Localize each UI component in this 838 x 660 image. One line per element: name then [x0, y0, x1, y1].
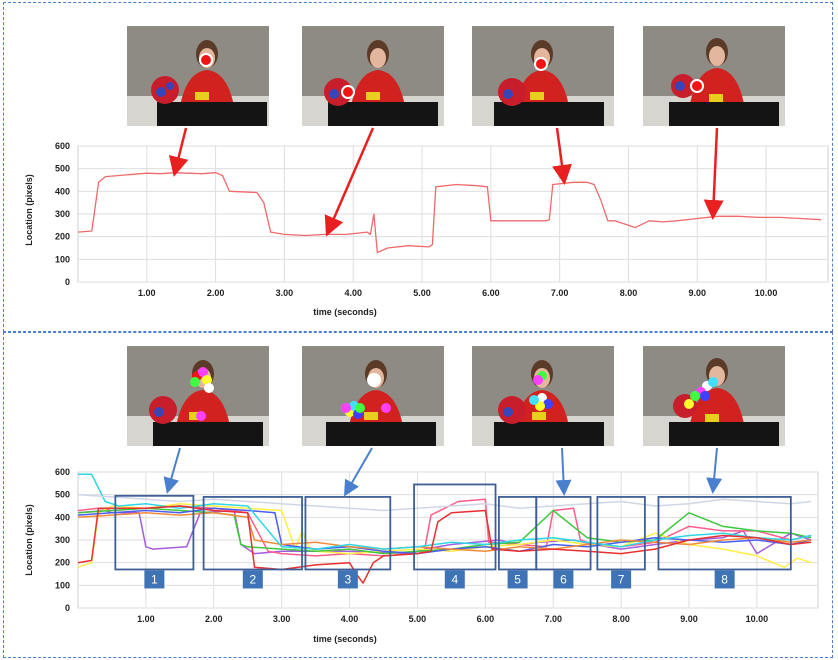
region-label-bg-3 — [337, 570, 358, 589]
video-frame-6 — [302, 346, 444, 446]
x-tick-label: 3.00 — [273, 614, 291, 624]
series-line-9 — [77, 505, 812, 584]
region-label-5: 5 — [514, 572, 521, 586]
x-tick-label: 1.00 — [137, 614, 155, 624]
x-tick-label: 6.00 — [482, 288, 500, 298]
region-label-bg-7 — [611, 570, 632, 589]
x-axis-title: time (seconds) — [313, 307, 377, 317]
video-frame-3 — [472, 26, 614, 126]
region-box-4 — [413, 483, 497, 571]
y-tick-label: 100 — [55, 254, 70, 264]
region-label-bg-6 — [553, 570, 574, 589]
series-line-6 — [77, 512, 812, 553]
region-box-2 — [202, 496, 303, 571]
video-frame-4 — [643, 26, 785, 126]
region-label-bg-2 — [242, 570, 263, 589]
region-box-8 — [657, 496, 792, 571]
video-frame-1 — [127, 26, 269, 126]
video-frame-8 — [643, 346, 785, 446]
top-panel — [3, 2, 833, 332]
region-label-1: 1 — [151, 572, 158, 586]
x-tick-label: 3.00 — [276, 288, 294, 298]
y-tick-label: 500 — [55, 490, 70, 500]
x-axis-title: time (seconds) — [313, 634, 377, 644]
x-tick-label: 5.00 — [409, 614, 427, 624]
region-label-bg-1 — [144, 570, 165, 589]
x-tick-label: 2.00 — [205, 614, 223, 624]
series-line-7 — [78, 473, 812, 550]
y-tick-label: 600 — [55, 141, 70, 151]
chart-top: 0 100 200 300 400 500 600 1.00 2.00 3.00 4.00 5.00… — [24, 141, 829, 317]
region-box-6 — [535, 496, 592, 571]
y-axis-title: Location (pixels) — [24, 504, 34, 576]
x-tick-label: 10.00 — [746, 614, 769, 624]
x-tick-label: 1.00 — [138, 288, 156, 298]
y-tick-label: 500 — [55, 164, 70, 174]
region-label-7: 7 — [618, 572, 625, 586]
x-tick-label: 6.00 — [477, 614, 495, 624]
y-tick-label: 200 — [55, 558, 70, 568]
y-tick-label: 0 — [65, 603, 70, 613]
x-tick-label: 8.00 — [620, 288, 638, 298]
y-tick-label: 400 — [55, 512, 70, 522]
y-tick-label: 300 — [55, 535, 70, 545]
region-label-bg-8 — [714, 570, 735, 589]
region-box-7 — [596, 496, 646, 571]
y-tick-label: 100 — [55, 580, 70, 590]
x-tick-label: 7.00 — [551, 288, 569, 298]
video-frame-2 — [302, 26, 444, 126]
x-tick-label: 10.00 — [755, 288, 778, 298]
region-label-8: 8 — [721, 572, 728, 586]
region-label-4: 4 — [451, 572, 458, 586]
y-axis-title: Location (pixels) — [24, 174, 34, 246]
region-label-bg-4 — [444, 570, 465, 589]
bottom-panel — [3, 332, 833, 658]
video-frame-5 — [127, 346, 269, 446]
x-tick-label: 8.00 — [612, 614, 630, 624]
y-tick-label: 0 — [65, 277, 70, 287]
region-label-3: 3 — [345, 572, 352, 586]
region-label-6: 6 — [560, 572, 567, 586]
video-frame-7 — [472, 346, 614, 446]
y-tick-label: 200 — [55, 232, 70, 242]
chart-bottom: 0 100 200 300 400 500 600 1.00 2.00 3.00 4.00 5.00… — [24, 467, 819, 644]
region-label-2: 2 — [249, 572, 256, 586]
series-line-8 — [77, 493, 812, 512]
series-line-1 — [77, 172, 822, 254]
y-tick-label: 300 — [55, 209, 70, 219]
x-tick-label: 4.00 — [341, 614, 359, 624]
x-tick-label: 4.00 — [344, 288, 362, 298]
region-box-3 — [304, 496, 392, 571]
x-tick-label: 9.00 — [680, 614, 698, 624]
x-tick-label: 9.00 — [689, 288, 707, 298]
y-tick-label: 400 — [55, 186, 70, 196]
x-tick-label: 5.00 — [413, 288, 431, 298]
x-tick-label: 2.00 — [207, 288, 225, 298]
region-label-bg-5 — [507, 570, 528, 589]
y-tick-label: 600 — [55, 467, 70, 477]
x-tick-label: 7.00 — [544, 614, 562, 624]
region-box-1 — [114, 494, 195, 571]
